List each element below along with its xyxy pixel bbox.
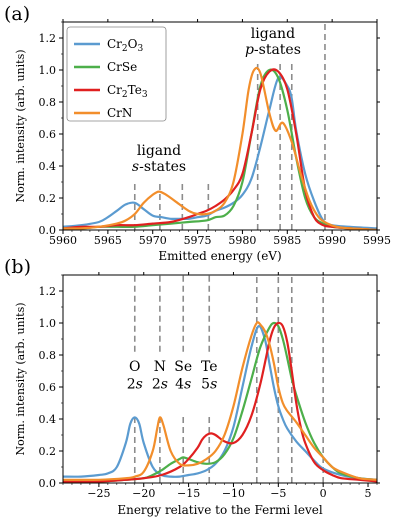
y-tick-label: 1.0 (39, 317, 57, 330)
series-line-cr2o3 (63, 75, 377, 230)
annotation-label: 2s (127, 377, 143, 393)
x-tick-label: −15 (177, 487, 200, 500)
x-tick-label: 5980 (228, 234, 256, 247)
x-tick-label: 5970 (139, 234, 167, 247)
y-tick-label: 1.0 (39, 64, 57, 77)
x-tick-label: 5995 (363, 234, 391, 247)
y-tick-label: 0.8 (39, 349, 57, 362)
annotation-label: Te (201, 359, 218, 375)
x-tick-label: −5 (270, 487, 286, 500)
legend-label-crse: CrSe (107, 60, 137, 74)
annotation-label: 5s (201, 377, 217, 393)
y-tick-label: 0.2 (39, 192, 57, 205)
series-line-cr2te3 (63, 68, 377, 230)
y-tick-label: 0.8 (39, 96, 57, 109)
y-axis-label-b: Norm. intensity (arb. units) (14, 302, 27, 455)
annotation-label: N (154, 359, 166, 375)
plot-frame-b (62, 274, 378, 484)
legend: Cr2​O3​ CrSe Cr2​Te3​ CrN (66, 26, 167, 122)
panel-a: (a) 5960 5965 5970 5975 5980 5985 5990 5995 0.0 0… (4, 3, 391, 263)
annotation-label: ligand (137, 143, 181, 159)
x-tick-label: 0 (320, 487, 327, 500)
y-tick-label: 0.4 (39, 160, 57, 173)
x-tick-label: −20 (132, 487, 155, 500)
legend-box (66, 26, 167, 122)
annotation-label: ligand (251, 26, 295, 42)
x-tick-label: 5985 (273, 234, 301, 247)
x-axis-label-b: Energy relative to the Fermi level (117, 503, 322, 517)
legend-label-cr2o3: Cr2​O3​ (107, 37, 144, 54)
y-tick-label: 0.2 (39, 445, 57, 458)
series-line-crse (63, 321, 377, 483)
y-tick-label: 1.2 (39, 32, 57, 45)
y-tick-label: 0.0 (39, 477, 57, 490)
x-axis-label-a: Emitted energy (eV) (158, 249, 281, 263)
panel-label-a: (a) (4, 3, 30, 25)
y-tick-label: 1.2 (39, 285, 57, 298)
legend-label-cr2te3: Cr2​Te3​ (107, 83, 148, 100)
annotation-label: 2s (152, 377, 168, 393)
series-line-crn (63, 321, 377, 482)
y-tick-label: 0.6 (39, 128, 57, 141)
x-tick-label: 5990 (318, 234, 346, 247)
annotation-label: 4s (175, 377, 191, 393)
y-tick-label: 0.6 (39, 381, 57, 394)
x-tick-label: 5965 (94, 234, 122, 247)
annotation-label: O (129, 359, 140, 375)
panel-label-b: (b) (4, 256, 31, 278)
plot-frame-a (62, 21, 378, 231)
x-tick-label: 5 (365, 487, 372, 500)
annotation-label: Se (174, 359, 192, 375)
annotation-label: s-states (132, 159, 186, 175)
annotation-label: p-states (245, 42, 301, 58)
y-tick-label: 0.0 (39, 224, 57, 237)
x-tick-label: 5975 (184, 234, 212, 247)
series-line-cr2te3 (63, 321, 377, 483)
series-line-cr2o3 (63, 325, 377, 481)
x-tick-label: 5960 (49, 234, 77, 247)
x-tick-label: −25 (87, 487, 110, 500)
y-tick-label: 0.4 (39, 413, 57, 426)
y-axis-label-a: Norm. intensity (arb. units) (14, 49, 27, 202)
x-tick-label: −10 (222, 487, 245, 500)
series-line-crn (63, 66, 377, 230)
panel-b: (b) −25 −20 −15 −10 −5 0 5 0.0 0.2 0.4 0.6 0.8 1.0 1.… (4, 256, 380, 517)
legend-label-crn: CrN (107, 106, 132, 120)
